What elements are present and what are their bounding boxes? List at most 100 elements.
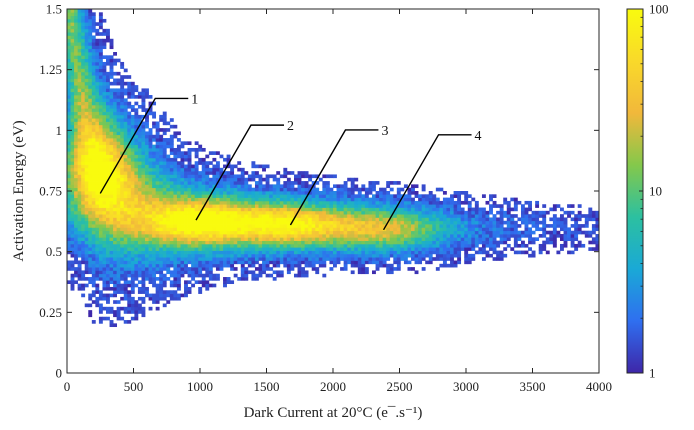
heatmap-cell <box>577 227 582 232</box>
heatmap-cell <box>375 200 380 205</box>
heatmap-cell <box>81 71 86 76</box>
heatmap-cell <box>84 128 89 132</box>
heatmap-cell <box>148 243 153 248</box>
heatmap-cell <box>141 240 146 245</box>
heatmap-cell <box>276 220 281 225</box>
heatmap-cell <box>559 220 564 225</box>
heatmap-cell <box>81 167 86 172</box>
heatmap-cell <box>191 177 196 182</box>
heatmap-cell <box>191 191 196 195</box>
heatmap-cell <box>84 164 89 169</box>
heatmap-cell <box>474 210 479 215</box>
heatmap-cell <box>464 220 469 225</box>
heatmap-cell <box>88 250 93 255</box>
heatmap-cell <box>70 174 75 179</box>
heatmap-cell <box>208 250 213 255</box>
heatmap-cell <box>155 293 160 298</box>
heatmap-cell <box>116 263 121 268</box>
heatmap-cell <box>386 204 391 208</box>
heatmap-cell <box>506 217 511 222</box>
heatmap-cell <box>127 243 132 248</box>
heatmap-cell <box>240 214 245 218</box>
heatmap-cell <box>372 260 376 265</box>
heatmap-cell <box>464 257 469 261</box>
heatmap-cell <box>84 247 89 251</box>
heatmap-cell <box>290 197 295 202</box>
heatmap-cell <box>123 164 128 169</box>
heatmap-cell <box>460 230 465 235</box>
heatmap-cell <box>361 214 366 218</box>
heatmap-cell <box>176 257 181 261</box>
heatmap-cell <box>81 55 86 59</box>
heatmap-cell <box>435 237 440 241</box>
heatmap-cell <box>336 230 341 235</box>
heatmap-cell <box>361 194 366 198</box>
heatmap-cell <box>333 224 337 228</box>
heatmap-cell <box>499 210 504 215</box>
heatmap-cell <box>215 257 220 261</box>
heatmap-cell <box>95 42 100 46</box>
heatmap-cell <box>301 181 305 185</box>
heatmap-cell <box>457 200 462 205</box>
heatmap-cell <box>166 141 171 146</box>
heatmap-cell <box>166 243 171 248</box>
heatmap-cell <box>407 217 412 222</box>
heatmap-cell <box>535 237 540 241</box>
heatmap-cell <box>453 234 458 238</box>
heatmap-cell <box>318 191 323 195</box>
heatmap-cell <box>152 280 157 285</box>
heatmap-cell <box>240 243 245 248</box>
heatmap-cell <box>81 273 86 278</box>
heatmap-cell <box>428 237 433 241</box>
heatmap-cell <box>506 204 511 208</box>
heatmap-cell <box>201 167 206 172</box>
heatmap-cell <box>464 191 469 195</box>
heatmap-cell <box>134 316 139 321</box>
heatmap-cell <box>127 320 132 324</box>
heatmap-cell <box>74 28 78 33</box>
heatmap-cell <box>187 161 192 165</box>
heatmap-cell <box>205 230 210 235</box>
heatmap-cell <box>407 253 412 258</box>
heatmap-cell <box>84 207 89 212</box>
heatmap-cell <box>279 273 284 278</box>
heatmap-cell <box>91 71 96 76</box>
heatmap-cell <box>169 207 174 212</box>
heatmap-cell <box>293 240 298 245</box>
heatmap-cell <box>137 310 142 314</box>
heatmap-cell <box>116 98 121 103</box>
heatmap-cell <box>361 243 366 248</box>
heatmap-cell <box>95 164 100 169</box>
heatmap-cell <box>354 197 359 202</box>
heatmap-cell <box>187 194 192 198</box>
heatmap-cell <box>102 263 107 268</box>
heatmap-cell <box>77 253 82 258</box>
heatmap-cell <box>113 101 118 106</box>
heatmap-cell <box>357 240 362 245</box>
heatmap-cell <box>297 210 302 215</box>
heatmap-cell <box>169 144 174 149</box>
heatmap-cell <box>141 207 146 212</box>
heatmap-cell <box>116 108 121 112</box>
heatmap-cell <box>116 118 121 122</box>
heatmap-cell <box>393 194 398 198</box>
heatmap-cell <box>84 303 89 308</box>
heatmap-cell <box>375 240 380 245</box>
heatmap-cell <box>251 161 256 165</box>
heatmap-cell <box>538 227 543 232</box>
heatmap-cell <box>201 194 206 198</box>
heatmap-cell <box>336 187 341 192</box>
heatmap-cell <box>393 240 398 245</box>
heatmap-cell <box>386 230 391 235</box>
heatmap-cell <box>251 194 256 198</box>
heatmap-cell <box>301 250 305 255</box>
heatmap-cell <box>187 230 192 235</box>
heatmap-cell <box>88 144 93 149</box>
heatmap-cell <box>233 164 238 169</box>
heatmap-cell <box>127 181 132 185</box>
heatmap-cell <box>173 240 178 245</box>
heatmap-cell <box>109 61 114 66</box>
heatmap-cell <box>435 247 440 251</box>
heatmap-cell <box>184 247 188 251</box>
heatmap-cell <box>265 204 270 208</box>
